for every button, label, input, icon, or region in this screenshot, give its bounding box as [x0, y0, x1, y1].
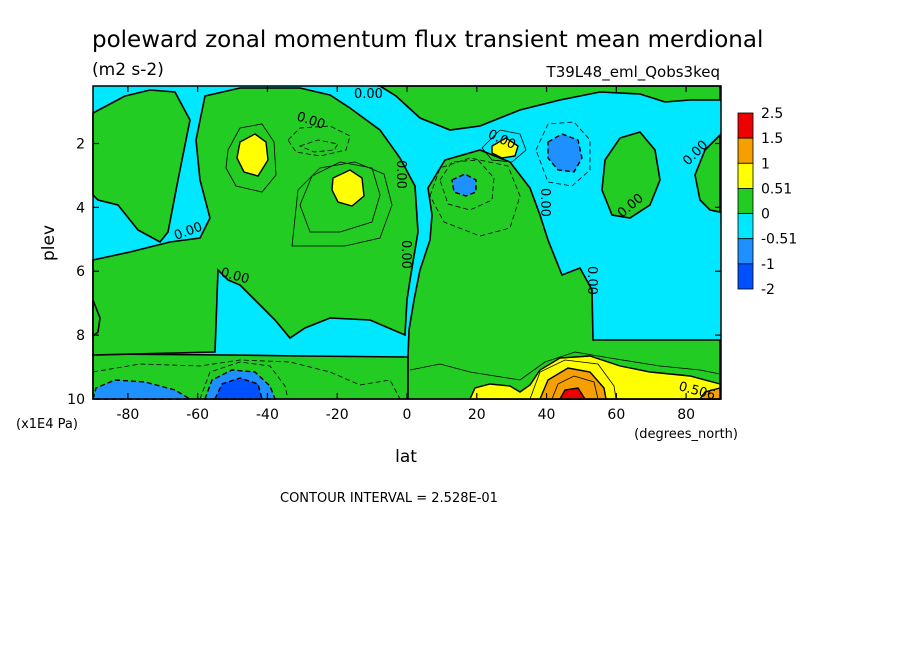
- x-tick-label: 80: [677, 407, 695, 423]
- x-tick-label: 20: [468, 407, 486, 423]
- thin-contour-dashed: [429, 157, 521, 237]
- green-region-north-east: [601, 131, 661, 219]
- y-tick-label: 8: [76, 328, 85, 344]
- thin-contour: [225, 123, 277, 193]
- deep-blue-min-south-surface: [213, 377, 263, 400]
- colorbar-swatch: [737, 238, 754, 265]
- contour-interval-text: CONTOUR INTERVAL = 2.528E-01: [280, 491, 498, 506]
- x-units-label: (degrees_north): [634, 427, 738, 442]
- yellow-max-southwest: [236, 133, 269, 177]
- thin-contour: [291, 161, 393, 247]
- contour-label: 0.00: [537, 188, 552, 217]
- colorbar-swatch: [737, 188, 754, 214]
- blue-min-north-mid: [451, 173, 477, 197]
- colorbar-label: 2.5: [761, 106, 783, 122]
- y-axis-label: plev: [39, 225, 59, 261]
- x-tick-label: -20: [326, 407, 349, 423]
- x-tick-label: -80: [116, 407, 139, 423]
- blue-min-north-upper: [547, 133, 583, 173]
- contour-label: 0.00: [584, 266, 599, 295]
- colorbar-label: -0.51: [761, 232, 797, 248]
- colorbar: 2.5 1.5 1 0.51 0 -0.51 -1 -2: [737, 106, 797, 298]
- thin-contours: [92, 121, 721, 400]
- thin-contour-dashed: [535, 121, 591, 187]
- x-tick-label: 60: [607, 407, 625, 423]
- colorbar-label: -2: [761, 282, 775, 298]
- thin-contour: [409, 351, 721, 381]
- blue-min-southwest-surface: [92, 379, 193, 400]
- plot-area: 0.00 0.00 0.00 0.00 0.00 0.00 0.00 0.00 …: [92, 85, 722, 403]
- contour-label: 0.00: [354, 87, 383, 102]
- x-tick-label: 40: [538, 407, 556, 423]
- negative-regions: [92, 133, 583, 400]
- y-axis: 2 4 6 8 10: [67, 136, 721, 408]
- colorbar-swatch: [737, 263, 754, 290]
- units-label: (m2 s-2): [92, 60, 164, 80]
- thin-contour-dashed: [92, 359, 401, 400]
- x-axis-label: lat: [395, 447, 417, 467]
- green-region-east-edge: [694, 133, 721, 213]
- colorbar-label: -1: [761, 257, 775, 273]
- chart-title: poleward zonal momentum flux transient m…: [92, 27, 763, 53]
- colorbar-swatch: [737, 112, 754, 139]
- contour-label: 0.00: [393, 160, 408, 189]
- thin-contour-dashed: [298, 139, 339, 153]
- thin-contour: [299, 161, 381, 233]
- thin-contour: [551, 375, 599, 400]
- green-region-north-top: [377, 85, 721, 131]
- run-label: T39L48_eml_Qobs3keq: [546, 63, 720, 82]
- yellow-max-south: [331, 169, 365, 207]
- colorbar-label: 0: [761, 207, 770, 223]
- x-tick-label: -60: [186, 407, 209, 423]
- strong-positive-regions: [236, 133, 721, 400]
- colorbar-label: 0.51: [761, 181, 792, 197]
- y-tick-label: 6: [76, 264, 85, 280]
- colorbar-swatch: [737, 162, 754, 189]
- x-tick-label: 0: [403, 407, 412, 423]
- thin-contour-dashed: [439, 159, 495, 211]
- y-tick-label: 2: [76, 136, 85, 152]
- thin-contour-dashed: [199, 361, 289, 400]
- green-region-west-tongue: [92, 89, 191, 244]
- colorbar-label: 1: [761, 156, 770, 172]
- colorbar-label: 1.5: [761, 131, 783, 147]
- y-tick-label: 4: [76, 200, 85, 216]
- positive-regions: [92, 85, 721, 400]
- contour-label: 0.00: [398, 240, 413, 269]
- green-region-north-main: [407, 149, 721, 400]
- thin-contour: [529, 359, 617, 400]
- yellow-max-north: [491, 137, 519, 159]
- x-axis: -80 -60 -40 -20 0 20 40 60 80: [116, 86, 695, 423]
- x-tick-label: -40: [256, 407, 279, 423]
- thin-contour: [481, 129, 527, 163]
- green-region-south-upper: [92, 87, 419, 356]
- colorbar-swatch: [737, 213, 754, 240]
- thin-contour-dashed: [287, 125, 351, 157]
- y-units-label: (x1E4 Pa): [16, 417, 78, 432]
- y-tick-label: 10: [67, 392, 85, 408]
- colorbar-swatch: [737, 137, 754, 164]
- contour-label: 0.00: [219, 265, 251, 287]
